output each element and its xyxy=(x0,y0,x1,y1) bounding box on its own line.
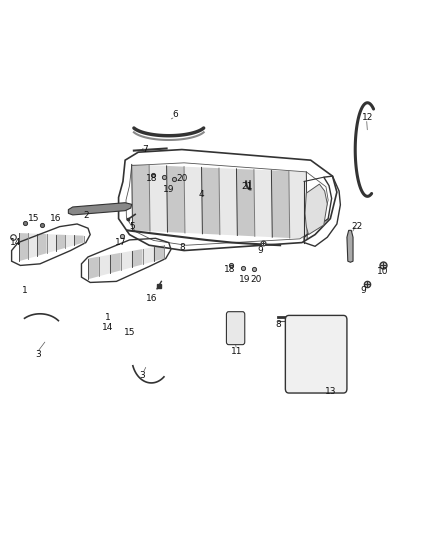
Text: 8: 8 xyxy=(275,320,281,329)
Text: 14: 14 xyxy=(10,238,21,247)
Text: 2: 2 xyxy=(83,212,88,221)
Text: 16: 16 xyxy=(49,214,61,223)
Polygon shape xyxy=(184,167,202,234)
Text: 1: 1 xyxy=(22,286,28,295)
Text: 12: 12 xyxy=(362,113,373,122)
Text: 9: 9 xyxy=(360,286,366,295)
Text: 6: 6 xyxy=(173,110,178,119)
Polygon shape xyxy=(153,245,164,262)
Polygon shape xyxy=(99,255,110,276)
Polygon shape xyxy=(201,167,220,235)
Polygon shape xyxy=(219,168,237,236)
Text: 9: 9 xyxy=(258,246,263,255)
Text: 10: 10 xyxy=(377,268,389,276)
Text: 18: 18 xyxy=(224,265,236,273)
Polygon shape xyxy=(110,253,121,273)
Text: 13: 13 xyxy=(325,387,336,396)
Polygon shape xyxy=(19,233,28,261)
Text: 22: 22 xyxy=(351,222,362,231)
FancyBboxPatch shape xyxy=(286,316,347,393)
Text: 1: 1 xyxy=(105,312,110,321)
Polygon shape xyxy=(88,256,99,279)
Text: 14: 14 xyxy=(102,323,113,332)
Polygon shape xyxy=(132,165,150,231)
Text: 18: 18 xyxy=(145,174,157,183)
Text: 3: 3 xyxy=(35,350,41,359)
Text: 11: 11 xyxy=(231,347,242,356)
Text: 20: 20 xyxy=(176,174,187,183)
Polygon shape xyxy=(347,230,353,262)
Polygon shape xyxy=(74,235,84,245)
Polygon shape xyxy=(254,169,272,237)
Text: 15: 15 xyxy=(28,214,39,223)
Text: 3: 3 xyxy=(140,371,145,380)
Text: 19: 19 xyxy=(240,275,251,284)
Text: 15: 15 xyxy=(124,328,135,337)
Polygon shape xyxy=(289,171,307,239)
Polygon shape xyxy=(272,171,290,238)
Text: 5: 5 xyxy=(129,222,134,231)
Polygon shape xyxy=(65,235,74,248)
Polygon shape xyxy=(47,234,56,253)
Polygon shape xyxy=(38,234,47,256)
Text: 21: 21 xyxy=(242,182,253,191)
Polygon shape xyxy=(132,249,143,268)
Text: 19: 19 xyxy=(163,185,174,194)
Polygon shape xyxy=(68,203,132,215)
Text: 7: 7 xyxy=(142,145,148,154)
Polygon shape xyxy=(56,235,65,251)
Text: 17: 17 xyxy=(115,238,127,247)
Polygon shape xyxy=(149,165,167,232)
Polygon shape xyxy=(121,251,132,270)
Polygon shape xyxy=(237,169,255,236)
Text: 20: 20 xyxy=(251,275,262,284)
Polygon shape xyxy=(166,166,185,233)
Polygon shape xyxy=(305,184,327,235)
Text: 4: 4 xyxy=(199,190,205,199)
Polygon shape xyxy=(28,233,38,259)
FancyBboxPatch shape xyxy=(226,312,245,345)
Text: 8: 8 xyxy=(179,244,185,253)
Text: 16: 16 xyxy=(145,294,157,303)
Polygon shape xyxy=(143,247,153,264)
